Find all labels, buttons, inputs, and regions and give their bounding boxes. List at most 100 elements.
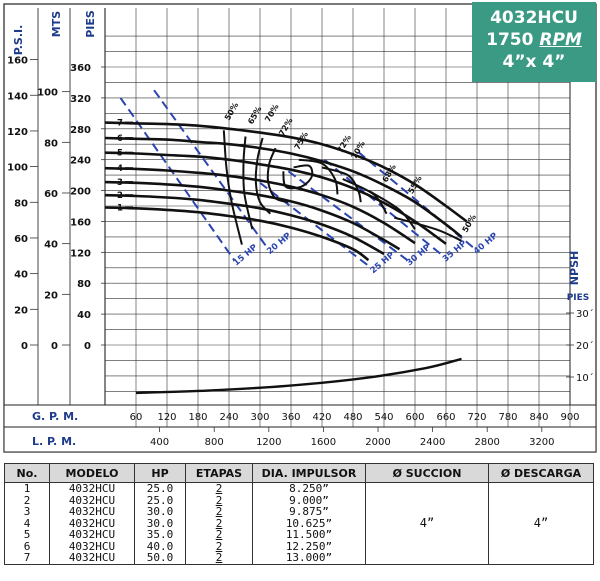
- gpm-tick-label: 600: [405, 412, 424, 423]
- cell-descarga: 4”: [488, 482, 594, 565]
- speed-unit: RPM: [539, 30, 582, 50]
- gpm-tick-label: 900: [560, 412, 579, 423]
- psi-tick-label: 80: [14, 198, 28, 209]
- lpm-tick-label: 1200: [256, 437, 281, 448]
- table-row: 3 4032HCU 30.0 2 9.875”: [4, 506, 594, 518]
- gpm-tick-label: 840: [529, 412, 548, 423]
- cell-etapas: 2: [185, 506, 253, 518]
- pies-tick-label: 120: [70, 248, 91, 259]
- pies-axis-label: PIES: [84, 10, 97, 38]
- gpm-tick-label: 180: [188, 412, 207, 423]
- pump-curve-label: 2: [117, 191, 123, 201]
- cell-modelo: 4032HCU: [49, 529, 135, 541]
- table-row: 7 4032HCU 50.0 2 13.000”: [4, 552, 594, 565]
- cell-succion: 4”: [365, 482, 489, 565]
- efficiency-curve: [394, 216, 462, 242]
- cell-impulsor: 12.250”: [252, 540, 366, 552]
- mts-tick-label: 40: [44, 240, 58, 251]
- efficiency-label: 65%: [246, 105, 263, 126]
- cell-etapas: 2: [185, 482, 253, 495]
- pies-tick-label: 80: [77, 279, 91, 290]
- lpm-tick-label: 1600: [311, 437, 336, 448]
- table-row: 6 4032HCU 40.0 2 12.250”: [4, 540, 594, 552]
- efficiency-label: 50%: [461, 213, 478, 234]
- cell-impulsor: 11.500”: [252, 529, 366, 541]
- pies-tick-label: 200: [70, 187, 91, 198]
- cell-impulsor: 13.000”: [252, 552, 366, 565]
- cell-hp: 25.0: [134, 482, 186, 495]
- psi-tick-label: 40: [14, 270, 28, 281]
- pump-curve: [104, 193, 385, 256]
- hp-label: 15 HP: [232, 243, 260, 269]
- header-descarga: Ø DESCARGA: [488, 463, 594, 483]
- cell-etapas: 2: [185, 529, 253, 541]
- cell-modelo: 4032HCU: [49, 552, 135, 565]
- hp-line: [119, 97, 235, 261]
- hp-label: 40 HP: [472, 231, 500, 257]
- cell-no: 3: [4, 506, 50, 518]
- hp-line: [357, 151, 476, 250]
- lpm-tick-label: 800: [205, 437, 224, 448]
- gpm-tick-label: 420: [312, 412, 331, 423]
- gpm-tick-label: 300: [250, 412, 269, 423]
- speed-title: 1750 RPM: [472, 30, 596, 50]
- npsh-tick-label: 10´: [576, 372, 594, 384]
- pump-curve: [104, 136, 463, 238]
- psi-tick-label: 100: [7, 163, 28, 174]
- cell-hp: 35.0: [134, 529, 186, 541]
- cell-no: 1: [4, 482, 50, 495]
- cell-modelo: 4032HCU: [49, 482, 135, 495]
- hp-line: [287, 170, 408, 261]
- gpm-tick-label: 780: [498, 412, 517, 423]
- gpm-tick-label: 660: [436, 412, 455, 423]
- cell-impulsor: 10.625”: [252, 517, 366, 529]
- lpm-tick-label: 2400: [420, 437, 445, 448]
- mts-axis-label: MTS: [50, 11, 63, 37]
- model-title: 4032HCU: [490, 8, 578, 28]
- size-title: 4”x 4”: [502, 52, 566, 72]
- npsh-curve: [135, 357, 462, 395]
- cell-impulsor: 9.875”: [252, 506, 366, 518]
- pump-curve-label: 1: [117, 204, 123, 214]
- cell-hp: 30.0: [134, 506, 186, 518]
- lpm-tick-label: 400: [150, 437, 169, 448]
- pump-curve-label: 5: [117, 149, 123, 159]
- hp-line: [259, 182, 372, 269]
- hp-label: 30 HP: [405, 243, 433, 269]
- cell-impulsor: 9.000”: [252, 494, 366, 506]
- header-modelo: MODELO: [49, 463, 135, 483]
- pump-curve: [104, 121, 468, 223]
- pies-tick-label: 360: [70, 63, 91, 74]
- spec-header-row: No. MODELO HP ETAPAS DIA. IMPULSOR Ø SUC…: [4, 463, 594, 483]
- mts-tick-label: 20: [44, 290, 58, 301]
- npsh-tick-label: 30´: [576, 308, 594, 320]
- npsh-unit-label: PIES: [567, 293, 590, 303]
- pump-curve-label: 6: [117, 134, 123, 144]
- mts-tick-label: 60: [44, 189, 58, 200]
- psi-tick-label: 160: [7, 56, 28, 67]
- title-box: 4032HCU 1750 RPM 4”x 4”: [472, 2, 596, 82]
- pies-tick-label: 320: [70, 94, 91, 105]
- speed-value: 1750: [486, 30, 534, 50]
- gpm-tick-label: 240: [219, 412, 238, 423]
- pies-tick-label: 240: [70, 156, 91, 167]
- chart-canvas: G. P. M.L. P. M.60 120 180 240 300 360 420 480 5…: [3, 3, 597, 453]
- npsh-axis-label: NPSH: [568, 251, 581, 285]
- gpm-tick-label: 480: [343, 412, 362, 423]
- efficiency-curve: [222, 130, 243, 245]
- psi-tick-label: 20: [14, 305, 28, 316]
- efficiency-curve: [321, 166, 362, 203]
- lpm-tick-label: 2800: [474, 437, 499, 448]
- lpm-axis-label: L. P. M.: [32, 435, 76, 448]
- pump-curve: [104, 206, 370, 262]
- lpm-tick-label: 2000: [365, 437, 390, 448]
- cell-modelo: 4032HCU: [49, 506, 135, 518]
- cell-hp: 50.0: [134, 552, 186, 565]
- pies-tick-label: 160: [70, 217, 91, 228]
- pies-tick-label: 40: [77, 310, 91, 321]
- gpm-tick-label: 720: [467, 412, 486, 423]
- header-succion: Ø SUCCION: [365, 463, 489, 483]
- psi-tick-label: 0: [21, 341, 28, 352]
- lpm-band: [3, 426, 597, 453]
- pump-curve-label: 3: [117, 178, 123, 188]
